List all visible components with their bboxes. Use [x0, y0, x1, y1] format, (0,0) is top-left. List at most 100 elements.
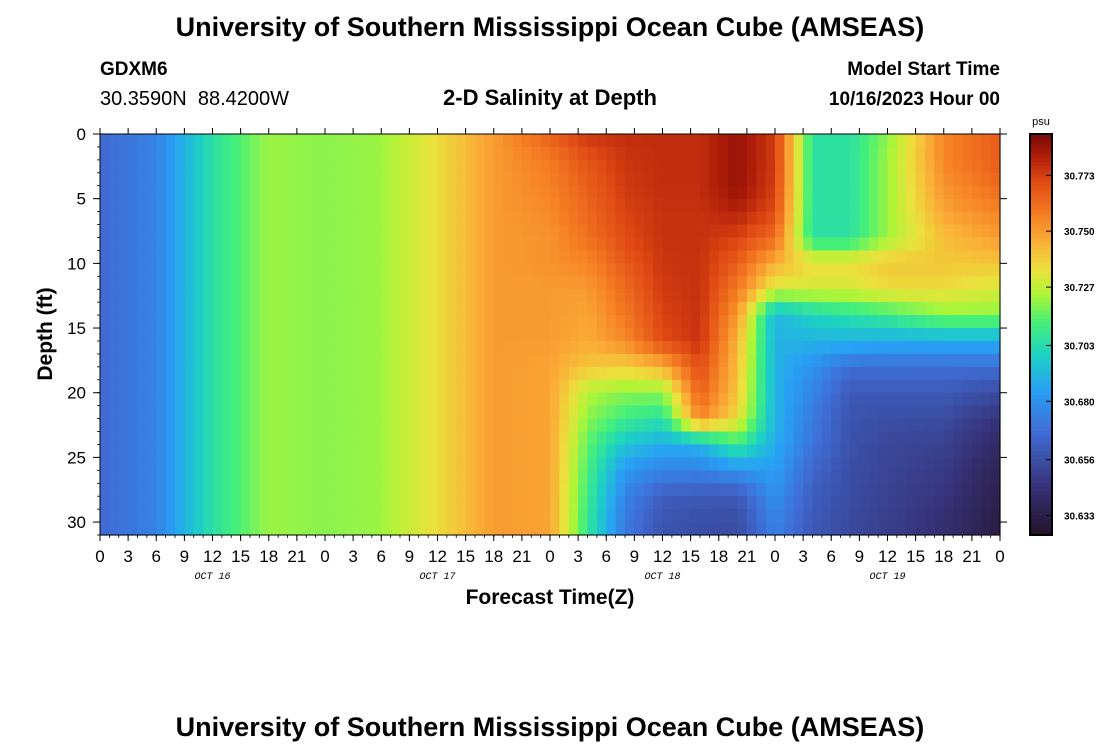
heatmap-cell — [221, 263, 232, 277]
heatmap-cell — [531, 315, 542, 329]
heatmap-cell — [953, 302, 964, 316]
heatmap-cell — [634, 328, 645, 342]
heatmap-cell — [137, 483, 148, 497]
heatmap-cell — [765, 522, 776, 536]
heatmap-cell — [400, 522, 410, 536]
colorbar-swatch — [1030, 178, 1052, 183]
heatmap-cell — [643, 496, 654, 510]
heatmap-cell — [334, 470, 345, 484]
heatmap-cell — [878, 250, 889, 264]
heatmap-cell — [981, 470, 992, 484]
heatmap-cell — [653, 302, 664, 316]
heatmap-cell — [193, 340, 204, 355]
heatmap-cell — [231, 366, 242, 381]
heatmap-cell — [446, 250, 457, 264]
heatmap-cell — [381, 379, 392, 394]
heatmap-cell — [381, 418, 392, 433]
heatmap-cell — [812, 379, 823, 394]
heatmap-cell — [915, 224, 926, 239]
heatmap-cell — [184, 185, 195, 200]
heatmap-cell — [981, 340, 992, 355]
heatmap-cell — [812, 496, 823, 510]
heatmap-cell — [634, 315, 645, 329]
heatmap-cell — [821, 146, 832, 161]
heatmap-cell — [681, 237, 692, 252]
heatmap-cell — [925, 366, 935, 381]
heatmap-cell — [118, 146, 129, 161]
heatmap-cell — [821, 392, 832, 407]
heatmap-cell — [484, 302, 495, 316]
heatmap-cell — [371, 146, 382, 161]
heatmap-cell — [671, 392, 682, 407]
heatmap-cell — [137, 185, 148, 200]
heatmap-cell — [296, 509, 307, 523]
heatmap-cell — [625, 431, 635, 446]
heatmap-cell — [859, 134, 870, 148]
heatmap-cell — [156, 328, 167, 342]
heatmap-cell — [512, 522, 523, 536]
heatmap-cell — [381, 457, 392, 471]
heatmap-cell — [559, 405, 570, 420]
heatmap-cell — [278, 250, 289, 264]
heatmap-cell — [587, 353, 598, 368]
heatmap-cell — [184, 405, 195, 420]
heatmap-cell — [315, 134, 326, 148]
heatmap-cell — [615, 328, 626, 342]
heatmap-cell — [831, 276, 842, 290]
heatmap-cell — [390, 211, 401, 226]
heatmap-cell — [100, 379, 110, 394]
heatmap-cell — [662, 159, 673, 174]
heatmap-cell — [690, 496, 701, 510]
heatmap-cell — [362, 366, 373, 381]
heatmap-cell — [428, 470, 439, 484]
heatmap-cell — [540, 496, 551, 510]
heatmap-cell — [868, 328, 879, 342]
heatmap-cell — [503, 366, 514, 381]
heatmap-cell — [943, 224, 954, 239]
heatmap-cell — [634, 522, 645, 536]
heatmap-cell — [409, 405, 420, 420]
heatmap-cell — [971, 457, 982, 471]
heatmap-cell — [915, 522, 926, 536]
heatmap-cell — [184, 146, 195, 161]
heatmap-cell — [915, 159, 926, 174]
heatmap-cell — [690, 172, 701, 187]
heatmap-cell — [775, 457, 785, 471]
heatmap-cell — [212, 276, 223, 290]
heatmap-cell — [231, 522, 242, 536]
x-tick-label: 18 — [934, 547, 953, 566]
heatmap-cell — [990, 340, 1001, 355]
heatmap-cell — [793, 340, 804, 355]
heatmap-cell — [831, 483, 842, 497]
heatmap-cell — [634, 418, 645, 433]
heatmap-cell — [175, 289, 185, 303]
heatmap-cell — [568, 522, 579, 536]
heatmap-cell — [296, 522, 307, 536]
heatmap-cell — [559, 250, 570, 264]
colorbar-swatch — [1030, 470, 1052, 476]
heatmap-cell — [925, 250, 935, 264]
heatmap-cell — [493, 302, 504, 316]
heatmap-cell — [971, 172, 982, 187]
heatmap-cell — [728, 392, 739, 407]
heatmap-cell — [521, 185, 532, 200]
heatmap-cell — [775, 379, 785, 394]
heatmap-cell — [315, 172, 326, 187]
heatmap-cell — [709, 276, 720, 290]
heatmap-cell — [953, 340, 964, 355]
heatmap-cell — [128, 496, 139, 510]
heatmap-cell — [709, 418, 720, 433]
heatmap-cell — [512, 366, 523, 381]
heatmap-cell — [850, 340, 860, 355]
heatmap-cell — [746, 522, 757, 536]
heatmap-cell — [137, 289, 148, 303]
heatmap-cell — [221, 418, 232, 433]
heatmap-cell — [231, 328, 242, 342]
heatmap-cell — [962, 328, 973, 342]
heatmap-cell — [109, 237, 120, 252]
heatmap-cell — [137, 276, 148, 290]
heatmap-cell — [296, 198, 307, 213]
heatmap-cell — [915, 431, 926, 446]
heatmap-cell — [400, 509, 410, 523]
heatmap-cell — [990, 328, 1001, 342]
